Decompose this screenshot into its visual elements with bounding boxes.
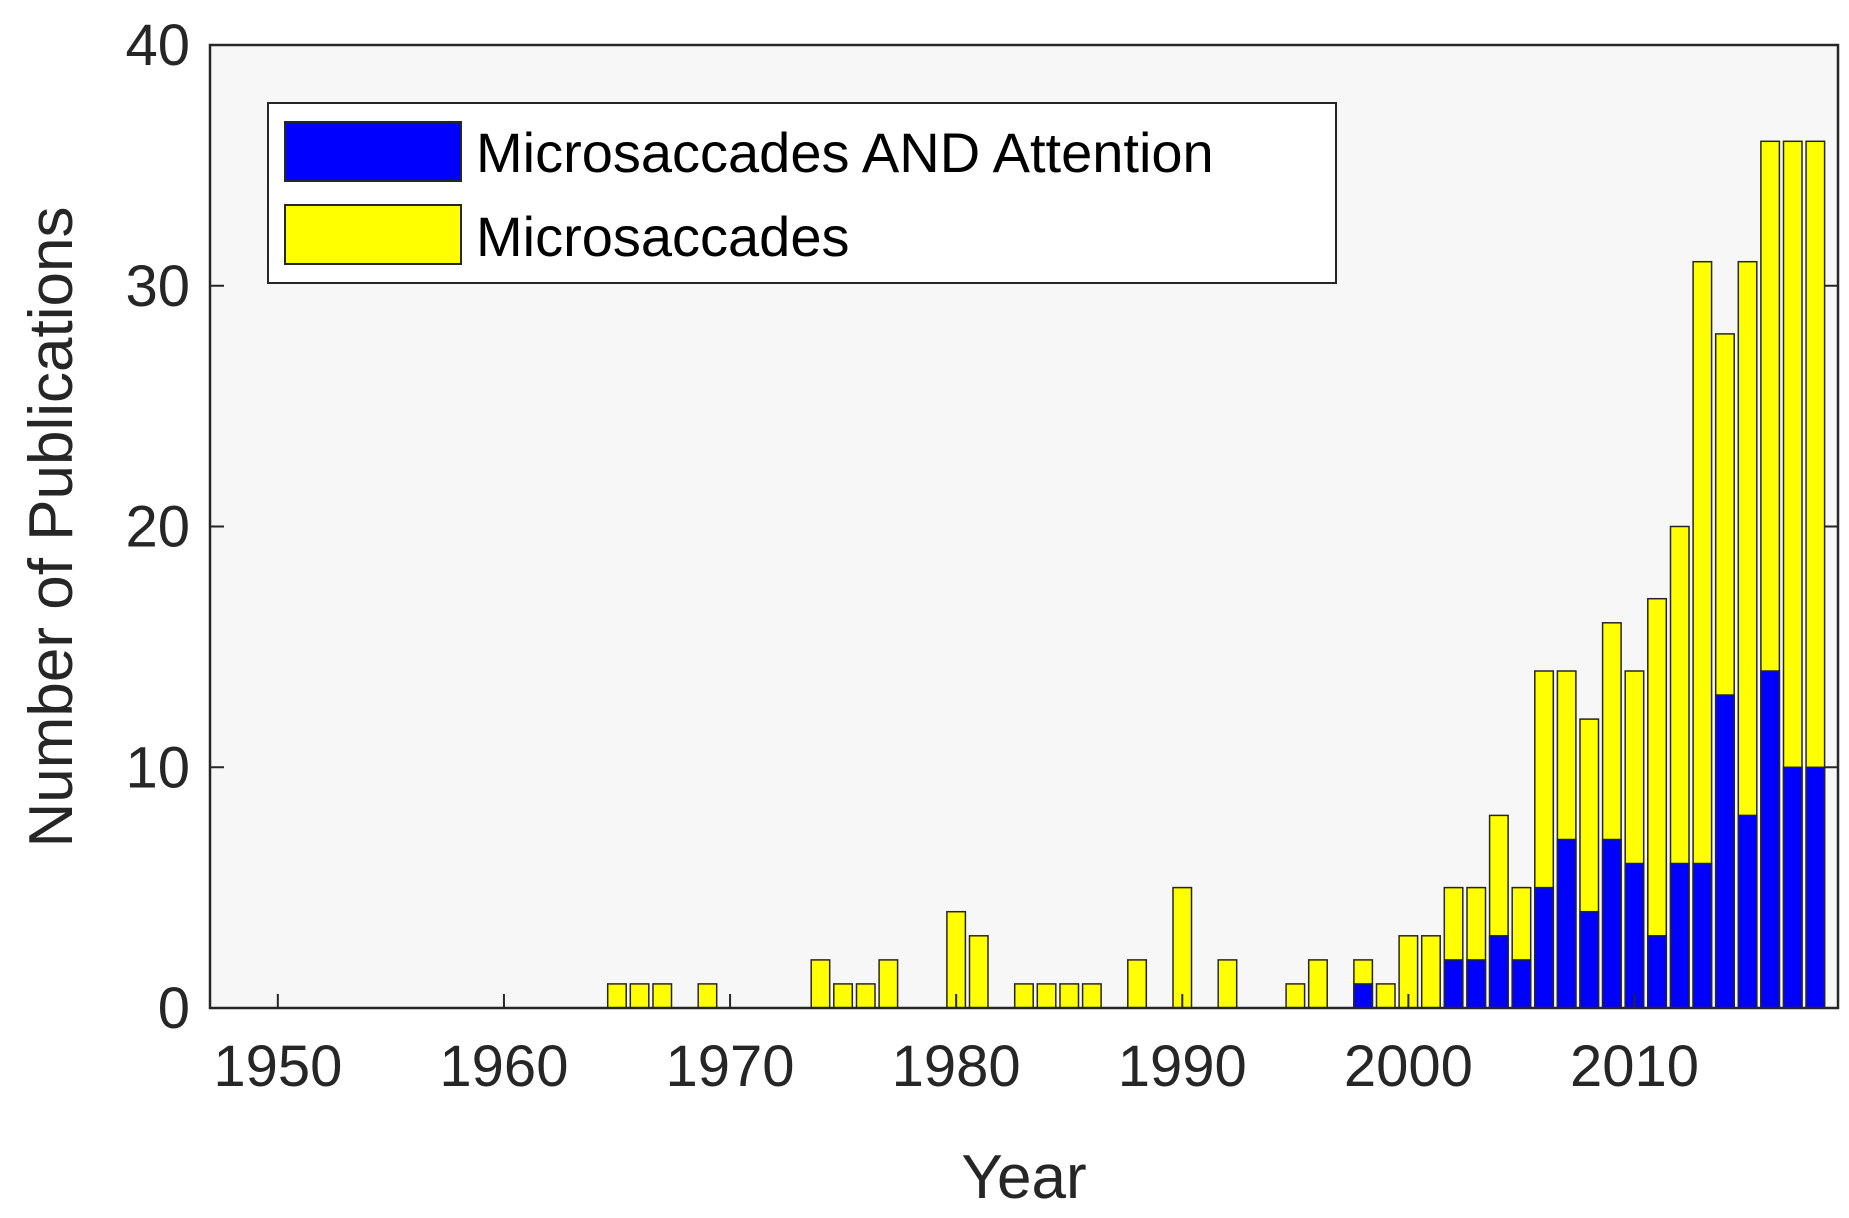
bar-microsaccades-1995 (1285, 983, 1306, 1009)
bar-microsaccades-1990 (1172, 886, 1193, 1009)
legend-swatch-attention (284, 121, 462, 182)
bar-microsaccades-1999 (1375, 983, 1396, 1009)
bar-attention-2007 (1556, 838, 1577, 1009)
bar-attention-2017 (1782, 766, 1803, 1009)
bar-attention-2004 (1488, 935, 1509, 1009)
bar-attention-2009 (1601, 838, 1622, 1009)
legend-swatch-microsaccades (284, 204, 462, 265)
y-axis-title: Number of Publications (17, 207, 86, 848)
bar-microsaccades-1965 (606, 983, 627, 1009)
series-microsaccades (606, 140, 1826, 1009)
bar-microsaccades-2001 (1420, 935, 1441, 1009)
bar-microsaccades-1974 (810, 959, 831, 1009)
y-tick-label: 20 (125, 495, 190, 560)
y-tick-label: 0 (158, 976, 190, 1041)
legend-label-microsaccades: Microsaccades (476, 205, 849, 268)
x-tick-label: 1970 (666, 1034, 795, 1099)
bar-microsaccades-1992 (1217, 959, 1238, 1009)
legend: Microsaccades AND Attention Microsaccade… (267, 102, 1337, 284)
bar-attention-2015 (1737, 814, 1758, 1009)
bar-attention-2016 (1760, 670, 1781, 1009)
bar-attention-2002 (1443, 959, 1464, 1009)
bar-attention-2005 (1511, 959, 1532, 1009)
bar-microsaccades-1976 (855, 983, 876, 1009)
bar-attention-2011 (1647, 935, 1668, 1009)
y-tick-label: 40 (125, 13, 190, 78)
x-tick-label: 1960 (439, 1034, 568, 1099)
bar-attention-2018 (1805, 766, 1826, 1009)
bar-microsaccades-1980 (946, 910, 967, 1009)
bar-microsaccades-1986 (1081, 983, 1102, 1009)
bar-microsaccades-1996 (1307, 959, 1328, 1009)
bar-attention-2010 (1624, 862, 1645, 1009)
bar-attention-2006 (1534, 886, 1555, 1009)
bar-microsaccades-1988 (1127, 959, 1148, 1009)
bar-attention-2013 (1692, 862, 1713, 1009)
x-tick-label: 1980 (892, 1034, 1021, 1099)
x-tick-label: 1950 (213, 1034, 342, 1099)
bar-microsaccades-1985 (1059, 983, 1080, 1009)
x-axis-title: Year (961, 1143, 1086, 1212)
x-tick-label: 1990 (1118, 1034, 1247, 1099)
bar-microsaccades-1975 (833, 983, 854, 1009)
legend-label-attention: Microsaccades AND Attention (476, 121, 1214, 184)
bar-attention-2014 (1714, 694, 1735, 1009)
bar-microsaccades-1984 (1036, 983, 1057, 1009)
bar-attention-2003 (1466, 959, 1487, 1009)
y-axis: 0 10 20 30 40 (125, 13, 1838, 1041)
x-tick-label: 2010 (1570, 1034, 1699, 1099)
x-tick-label: 2000 (1344, 1034, 1473, 1099)
bar-microsaccades-1967 (652, 983, 673, 1009)
bar-microsaccades-1983 (1013, 983, 1034, 1009)
y-tick-label: 10 (125, 735, 190, 800)
bar-attention-1998 (1353, 983, 1374, 1009)
bar-microsaccades-1966 (629, 983, 650, 1009)
bar-attention-2008 (1579, 910, 1600, 1009)
x-axis: 1950 1960 1970 1980 1990 2000 2010 (213, 994, 1699, 1099)
bar-microsaccades-1977 (878, 959, 899, 1009)
bar-microsaccades-1981 (968, 935, 989, 1009)
y-tick-label: 30 (125, 254, 190, 319)
bar-microsaccades-1969 (697, 983, 718, 1009)
bar-attention-2012 (1669, 862, 1690, 1009)
